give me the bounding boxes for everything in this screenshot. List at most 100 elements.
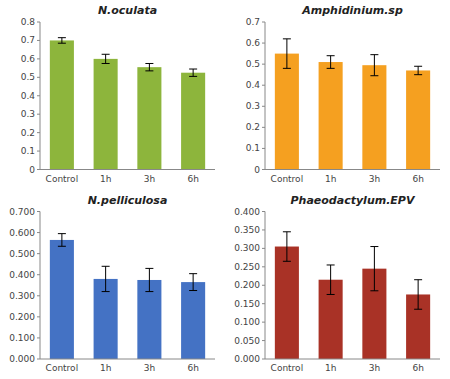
error-bar-cap bbox=[327, 294, 335, 295]
subplot-title: Amphidinium.sp bbox=[301, 4, 403, 17]
plot-area bbox=[50, 234, 205, 359]
error-bar-stem bbox=[61, 234, 62, 247]
error-bar-cap bbox=[327, 264, 335, 265]
plot-area bbox=[275, 232, 430, 359]
error-bar-stem bbox=[374, 247, 375, 291]
y-tick-label: 0.300 bbox=[9, 291, 35, 301]
error-bar bbox=[58, 38, 66, 44]
y-tick-label: 0.7 bbox=[21, 35, 35, 45]
error-bar-stem bbox=[193, 69, 194, 76]
y-tick-label: 0 bbox=[29, 165, 35, 175]
bar bbox=[275, 247, 299, 359]
error-bar-cap bbox=[327, 55, 335, 56]
error-bar-cap bbox=[370, 54, 378, 55]
y-axis-line bbox=[265, 22, 266, 170]
x-tick-label: 6h bbox=[412, 363, 423, 373]
error-bar bbox=[283, 39, 291, 68]
subplot: N.oculata00.10.20.30.40.50.60.70.8Contro… bbox=[21, 4, 215, 184]
y-axis-line bbox=[40, 22, 41, 170]
error-bar-stem bbox=[418, 280, 419, 310]
y-tick-label: 0.100 bbox=[234, 317, 260, 327]
y-tick-label: 0.000 bbox=[234, 354, 260, 364]
y-tick-label: 0.200 bbox=[9, 312, 35, 322]
error-bar-cap bbox=[327, 68, 335, 69]
error-bar bbox=[414, 280, 422, 310]
y-axis-line bbox=[40, 212, 41, 360]
y-tick-label: 0.400 bbox=[9, 270, 35, 280]
y-tick-label: 0.4 bbox=[21, 91, 36, 101]
error-bar-stem bbox=[149, 268, 150, 291]
y-tick-label: 0.1 bbox=[21, 146, 35, 156]
y-tick-label: 0.4 bbox=[246, 80, 261, 90]
y-tick-label: 0.5 bbox=[246, 59, 260, 69]
x-tick-label: 3h bbox=[369, 363, 380, 373]
error-bar-cap bbox=[283, 261, 291, 262]
error-bar-cap bbox=[58, 233, 66, 234]
bar bbox=[362, 65, 386, 169]
error-bar-stem bbox=[330, 265, 331, 295]
error-bar-stem bbox=[286, 39, 287, 68]
x-tick-label: 3h bbox=[369, 174, 380, 184]
error-bar-cap bbox=[283, 231, 291, 232]
chart-figure: N.oculata00.10.20.30.40.50.60.70.8Contro… bbox=[0, 0, 450, 379]
x-tick-label: 3h bbox=[144, 363, 155, 373]
error-bar bbox=[327, 265, 335, 295]
error-bar-stem bbox=[149, 63, 150, 70]
error-bar-cap bbox=[58, 246, 66, 247]
error-bar bbox=[370, 55, 378, 76]
error-bar bbox=[58, 234, 66, 247]
bar bbox=[137, 280, 161, 359]
error-bar-cap bbox=[414, 74, 422, 75]
y-tick-label: 0.200 bbox=[234, 280, 260, 290]
error-bar-cap bbox=[283, 38, 291, 39]
error-bar-cap bbox=[145, 268, 153, 269]
x-axis-line bbox=[40, 169, 215, 170]
plot-area bbox=[50, 38, 205, 170]
y-tick-label: 0.100 bbox=[9, 333, 35, 343]
y-tick-label: 0.250 bbox=[234, 262, 260, 272]
error-bar bbox=[283, 232, 291, 262]
x-tick-label: 1h bbox=[325, 174, 336, 184]
bar bbox=[137, 67, 161, 169]
y-tick-label: 0.3 bbox=[246, 101, 260, 111]
y-axis-line bbox=[265, 212, 266, 360]
y-tick-label: 0.150 bbox=[234, 299, 260, 309]
error-bar-cap bbox=[370, 290, 378, 291]
y-tick-label: 0.6 bbox=[21, 54, 36, 64]
x-axis-line bbox=[265, 169, 440, 170]
bar bbox=[275, 54, 299, 170]
error-bar-stem bbox=[330, 56, 331, 69]
error-bar-cap bbox=[414, 66, 422, 67]
error-bar-cap bbox=[414, 309, 422, 310]
y-tick-label: 0.8 bbox=[21, 17, 36, 27]
error-bar bbox=[414, 66, 422, 74]
error-bar bbox=[327, 56, 335, 69]
y-tick-label: 0.5 bbox=[21, 72, 35, 82]
error-bar-cap bbox=[145, 70, 153, 71]
error-bar bbox=[102, 266, 110, 291]
y-tick-label: 0.600 bbox=[9, 228, 35, 238]
error-bar-cap bbox=[370, 75, 378, 76]
y-tick-label: 0.350 bbox=[234, 225, 260, 235]
error-bar-cap bbox=[102, 291, 110, 292]
subplot-title: Phaeodactylum.EPV bbox=[291, 194, 416, 207]
x-tick-label: 6h bbox=[187, 363, 198, 373]
error-bar-cap bbox=[145, 63, 153, 64]
x-tick-label: 3h bbox=[144, 174, 155, 184]
error-bar-cap bbox=[102, 266, 110, 267]
bar bbox=[50, 40, 74, 169]
error-bar-cap bbox=[370, 246, 378, 247]
error-bar-cap bbox=[58, 43, 66, 44]
error-bar-cap bbox=[145, 291, 153, 292]
x-axis-line bbox=[265, 359, 440, 360]
error-bar bbox=[370, 247, 378, 291]
subplot: Phaeodactylum.EPV0.0000.0500.1000.1500.2… bbox=[234, 194, 440, 374]
error-bar-cap bbox=[189, 76, 197, 77]
error-bar-cap bbox=[189, 290, 197, 291]
y-tick-label: 0.6 bbox=[246, 38, 261, 48]
error-bar-stem bbox=[61, 38, 62, 44]
error-bar bbox=[145, 268, 153, 291]
y-tick-label: 0.7 bbox=[246, 17, 260, 27]
error-bar-stem bbox=[374, 55, 375, 76]
error-bar-stem bbox=[286, 232, 287, 262]
